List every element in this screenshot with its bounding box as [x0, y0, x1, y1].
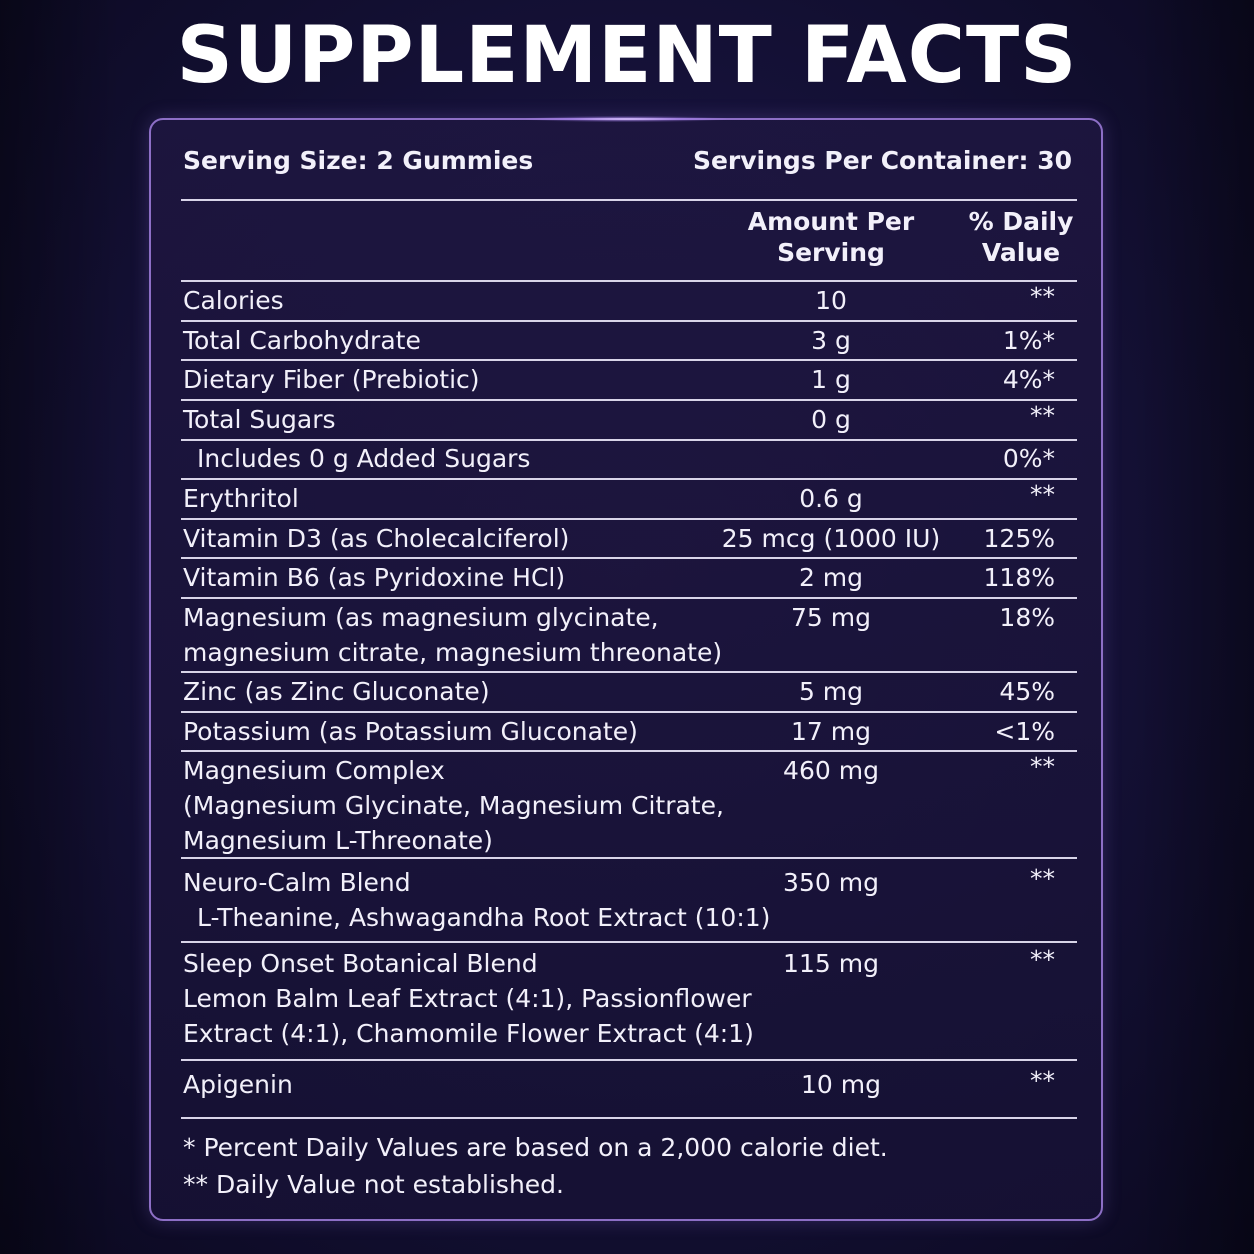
nutrient-daily-value: ** — [1030, 480, 1055, 509]
nutrient-name: Vitamin D3 (as Cholecalciferol) — [183, 524, 570, 553]
divider — [181, 399, 1077, 401]
serving-info: Serving Size: 2 Gummies Servings Per Con… — [181, 146, 1077, 186]
divider — [181, 478, 1077, 480]
divider — [181, 671, 1077, 673]
nutrient-daily-value: 0%* — [1002, 444, 1055, 473]
divider — [181, 199, 1077, 201]
divider — [181, 439, 1077, 441]
divider — [181, 711, 1077, 713]
nutrient-daily-value: 18% — [999, 603, 1055, 632]
nutrient-name: Neuro-Calm Blend L-Theanine, Ashwagandha… — [183, 868, 771, 932]
nutrient-amount: 17 mg — [791, 717, 871, 746]
nutrient-daily-value: 125% — [983, 524, 1055, 553]
divider — [181, 359, 1077, 361]
nutrient-daily-value: 45% — [999, 677, 1055, 706]
nutrient-daily-value: ** — [1030, 282, 1055, 311]
nutrient-name: Sleep Onset Botanical Blend Lemon Balm L… — [183, 949, 754, 1048]
divider — [181, 518, 1077, 520]
servings-per-container: Servings Per Container: 30 — [692, 146, 1072, 175]
nutrient-daily-value: ** — [1030, 752, 1055, 781]
divider — [181, 750, 1077, 752]
divider — [181, 941, 1077, 943]
nutrient-amount: 75 mg — [791, 603, 871, 632]
nutrient-name: Vitamin B6 (as Pyridoxine HCl) — [183, 563, 566, 592]
divider — [181, 1117, 1077, 1119]
footnote-not-established: ** Daily Value not established. — [183, 1170, 564, 1199]
nutrient-amount: 5 mg — [798, 677, 864, 706]
nutrient-amount: 25 mcg (1000 IU) — [721, 524, 941, 553]
nutrient-name: Includes 0 g Added Sugars — [197, 444, 531, 473]
nutrient-name: Dietary Fiber (Prebiotic) — [183, 365, 480, 394]
nutrient-daily-value: ** — [1030, 945, 1055, 974]
panel-glow — [526, 116, 726, 122]
divider — [181, 280, 1077, 282]
nutrient-name: Calories — [183, 286, 284, 315]
nutrient-daily-value: ** — [1030, 1066, 1055, 1095]
divider — [181, 557, 1077, 559]
nutrient-name: Erythritol — [183, 484, 299, 513]
divider — [181, 320, 1077, 322]
nutrient-amount: 0 g — [811, 405, 851, 434]
divider — [181, 1059, 1077, 1061]
nutrient-daily-value: <1% — [994, 717, 1055, 746]
nutrient-amount: 0.6 g — [799, 484, 863, 513]
nutrient-name: Total Carbohydrate — [183, 326, 421, 355]
nutrient-amount: 460 mg — [783, 756, 879, 785]
page-title: SUPPLEMENT FACTS — [176, 11, 1078, 101]
nutrient-amount: 1 g — [811, 365, 851, 394]
amount-per-serving-header: Amount Per Serving — [747, 207, 915, 267]
nutrient-amount: 3 g — [811, 326, 851, 355]
nutrient-amount: 10 mg — [801, 1070, 881, 1099]
nutrient-daily-value: 1%* — [1002, 326, 1055, 355]
nutrient-name: Zinc (as Zinc Gluconate) — [183, 677, 490, 706]
nutrient-daily-value: 4%* — [1002, 365, 1055, 394]
nutrient-amount: 2 mg — [798, 563, 864, 592]
nutrient-name: Total Sugars — [183, 405, 336, 434]
footnote-daily-values: * Percent Daily Values are based on a 2,… — [183, 1133, 888, 1162]
nutrient-name: Magnesium (as magnesium glycinate, magne… — [183, 603, 723, 667]
daily-value-header: % Daily Value — [968, 207, 1074, 267]
nutrient-amount: 115 mg — [783, 949, 879, 978]
nutrient-name: Magnesium Complex (Magnesium Glycinate, … — [183, 756, 724, 855]
nutrient-daily-value: 118% — [983, 563, 1055, 592]
nutrient-daily-value: ** — [1030, 401, 1055, 430]
serving-size: Serving Size: 2 Gummies — [183, 146, 534, 175]
nutrient-amount: 10 — [815, 286, 847, 315]
supplement-facts-panel: Serving Size: 2 Gummies Servings Per Con… — [149, 116, 1103, 1221]
nutrient-amount: 350 mg — [783, 868, 879, 897]
nutrient-name: Apigenin — [183, 1070, 293, 1099]
divider — [181, 857, 1077, 859]
nutrient-name: Potassium (as Potassium Gluconate) — [183, 717, 638, 746]
divider — [181, 597, 1077, 599]
nutrient-daily-value: ** — [1030, 864, 1055, 893]
